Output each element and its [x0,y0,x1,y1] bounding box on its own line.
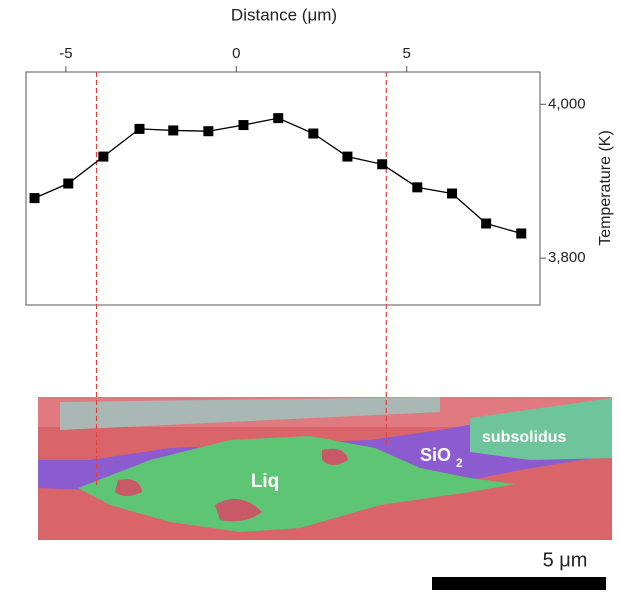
data-point [134,123,145,134]
data-point [412,182,423,193]
subsolidus-label: subsolidus [482,429,567,446]
data-point [447,188,458,199]
x-tick-label: 5 [403,45,411,62]
data-point [308,128,319,139]
series-line [34,117,522,235]
y-tick-label: 3,800 [548,249,586,266]
scale-bar-label: 5 μm [543,549,588,571]
data-point [516,228,527,239]
data-point [29,193,40,204]
data-point [342,151,353,162]
data-point [377,159,388,170]
plot-frame [25,71,541,306]
y-tick-label: 4,000 [548,95,586,112]
data-point [273,113,284,124]
data-point [238,120,249,131]
liq-label: Liq [251,471,280,492]
y-axis-title: Temperature (K) [597,130,614,246]
data-point [481,218,492,229]
scale-bar [432,577,606,590]
sio2-label: SiO [420,445,451,465]
data-point [63,178,74,189]
subsolidus-phase [470,398,612,460]
micrograph: Liq SiO 2 subsolidus [38,397,612,540]
x-axis-title: Distance (μm) [231,5,337,24]
data-point [168,125,179,136]
inclusions [115,448,348,522]
x-tick-label: 0 [232,45,240,62]
sio2-subscript: 2 [456,456,463,470]
liquid-phase [78,436,515,532]
data-point [98,151,109,162]
x-tick-label: -5 [59,45,72,62]
data-point [203,126,214,137]
micrograph-tip [60,397,440,430]
